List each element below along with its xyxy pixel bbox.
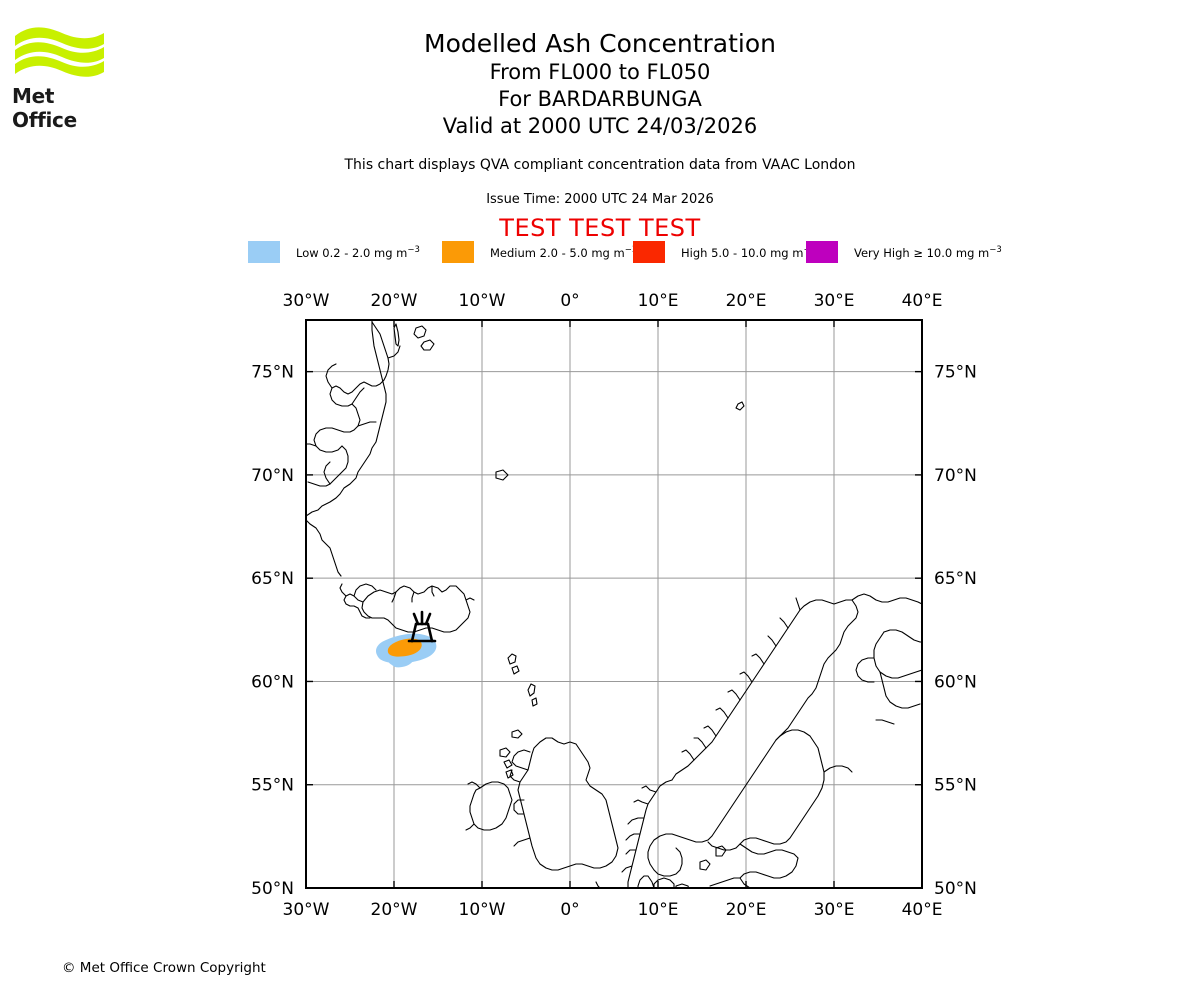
volcano-icon <box>407 610 437 643</box>
legend-swatch-very-high <box>806 241 838 263</box>
lon-tick-top-1: 20°W <box>371 291 418 311</box>
wave-logo-icon <box>15 27 104 77</box>
test-banner: TEST TEST TEST <box>499 214 701 242</box>
met-office-logo: Met Office <box>12 22 122 132</box>
coastlines <box>306 320 922 888</box>
title-line-4: Valid at 2000 UTC 24/03/2026 <box>442 114 758 138</box>
lon-tick-top-0: 30°W <box>283 291 330 311</box>
legend-swatch-high <box>633 241 665 263</box>
ash-concentration-map: 30°W 30°W 20°W 20°W 10°W 10°W 0° 0° 10°E 10°E 20°E… <box>251 291 977 920</box>
lon-tick-top-7: 40°E <box>902 291 943 311</box>
lon-tick-bottom-4: 10°E <box>638 900 679 920</box>
lon-tick-bottom-5: 20°E <box>726 900 767 920</box>
page-title: Modelled Ash Concentration From FL000 to… <box>0 28 1200 140</box>
copyright-text: © Met Office Crown Copyright <box>62 960 266 976</box>
lat-tick-left-0: 75°N <box>251 363 294 383</box>
lon-tick-top-3: 0° <box>560 291 579 311</box>
lon-tick-bottom-3: 0° <box>560 900 579 920</box>
title-line-3: For BARDARBUNGA <box>498 87 702 111</box>
legend-item-high: High 5.0 - 10.0 mg m−3 <box>633 240 816 264</box>
lat-tick-left-4: 55°N <box>251 776 294 796</box>
lat-tick-left-3: 60°N <box>251 672 294 692</box>
plot-background <box>306 320 922 888</box>
title-line-1: Modelled Ash Concentration <box>424 29 776 58</box>
lat-tick-left-2: 65°N <box>251 569 294 589</box>
lat-tick-right-1: 70°N <box>934 466 977 486</box>
legend-item-low: Low 0.2 - 2.0 mg m−3 <box>248 240 420 264</box>
plume-medium-contour <box>387 638 422 657</box>
lon-tick-top-6: 30°E <box>814 291 855 311</box>
lon-tick-bottom-7: 40°E <box>902 900 943 920</box>
title-line-2: From FL000 to FL050 <box>489 60 711 84</box>
lat-tick-right-5: 50°N <box>934 879 977 899</box>
lat-tick-right-3: 60°N <box>934 672 977 692</box>
lon-tick-bottom-6: 30°E <box>814 900 855 920</box>
legend-item-very-high: Very High ≥ 10.0 mg m−3 <box>806 240 1002 264</box>
lon-tick-bottom-0: 30°W <box>283 900 330 920</box>
lon-tick-top-5: 20°E <box>726 291 767 311</box>
axis-tick-labels: 30°W 30°W 20°W 20°W 10°W 10°W 0° 0° 10°E 10°E 20°E… <box>251 291 977 920</box>
ash-plume-medium <box>387 638 422 657</box>
chart-subtitle: This chart displays QVA compliant concen… <box>344 157 856 173</box>
lat-tick-right-4: 55°N <box>934 776 977 796</box>
legend-swatch-medium <box>442 241 474 263</box>
lon-tick-top-2: 10°W <box>459 291 506 311</box>
lon-tick-bottom-1: 20°W <box>371 900 418 920</box>
legend-label-very-high: Very High ≥ 10.0 mg m−3 <box>854 244 1002 260</box>
map-gridlines <box>305 320 923 889</box>
lat-tick-left-5: 50°N <box>251 879 294 899</box>
legend-label-low: Low 0.2 - 2.0 mg m−3 <box>296 244 420 260</box>
legend-label-high: High 5.0 - 10.0 mg m−3 <box>681 245 816 260</box>
plot-frame <box>305 319 923 889</box>
legend-swatch-low <box>248 241 280 263</box>
lon-tick-top-4: 10°E <box>638 291 679 311</box>
issue-time: Issue Time: 2000 UTC 24 Mar 2026 <box>486 192 714 207</box>
lon-tick-bottom-2: 10°W <box>459 900 506 920</box>
brand-name: Met Office <box>12 84 77 132</box>
map-container: 30°W 30°W 20°W 20°W 10°W 10°W 0° 0° 10°E 10°E 20°E… <box>0 280 1200 920</box>
legend-item-medium: Medium 2.0 - 5.0 mg m−3 <box>442 240 637 264</box>
lat-tick-left-1: 70°N <box>251 466 294 486</box>
lat-tick-right-2: 65°N <box>934 569 977 589</box>
legend-label-medium: Medium 2.0 - 5.0 mg m−3 <box>490 244 638 260</box>
legend: Low 0.2 - 2.0 mg m−3 Medium 2.0 - 5.0 mg … <box>248 240 1002 264</box>
lat-tick-right-0: 75°N <box>934 363 977 383</box>
